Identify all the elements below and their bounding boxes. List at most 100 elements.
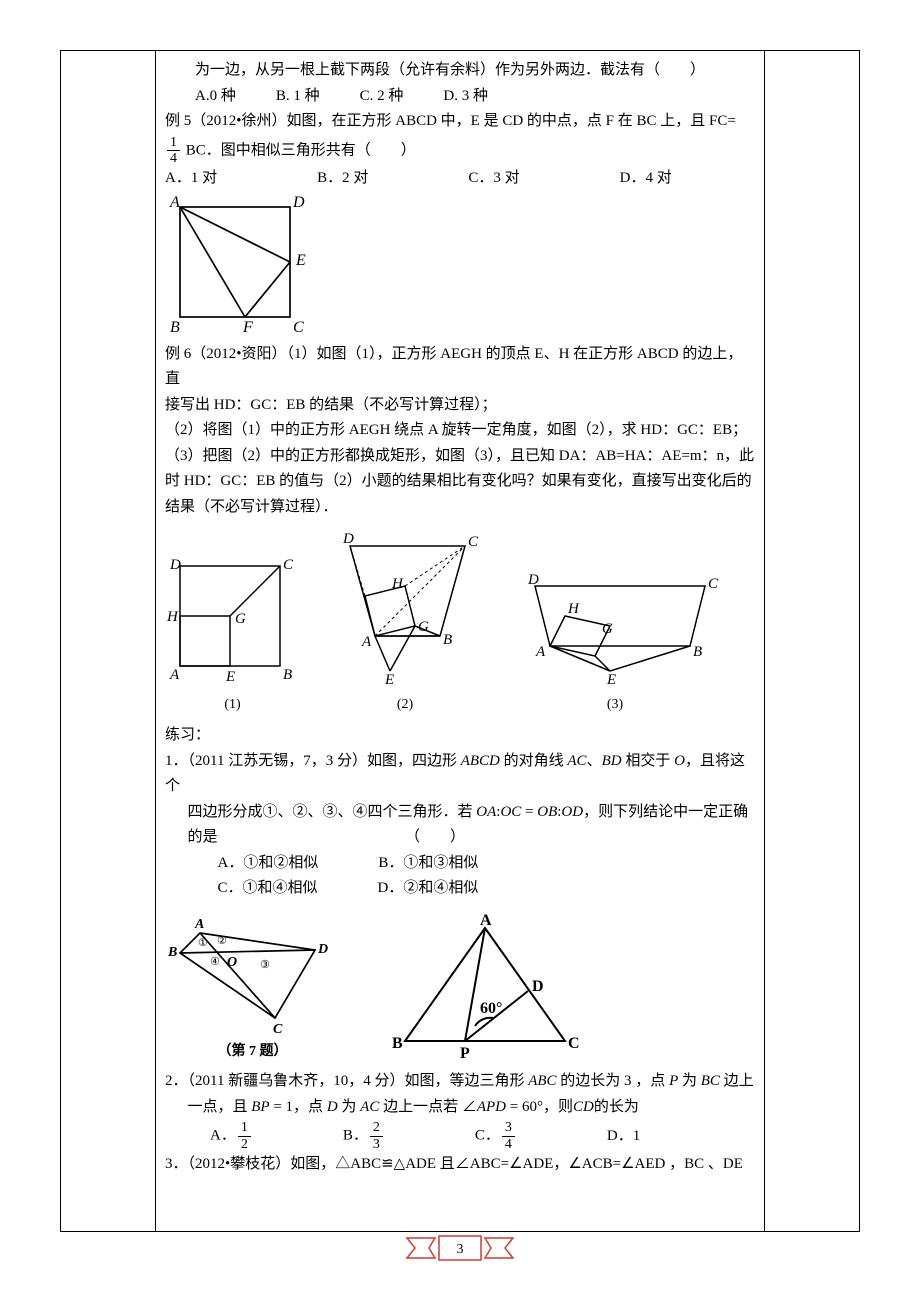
p2f-P: P xyxy=(460,1045,470,1062)
ex5-opt-b: B．2 对 xyxy=(317,166,368,192)
p2f-D: D xyxy=(532,978,544,995)
p2-opt-c-lbl: C． xyxy=(475,1128,500,1144)
p1-l1e: 、 xyxy=(587,753,602,769)
ex6-fig3: D C H G A B E xyxy=(510,561,720,691)
ex6-fig2-wrap: D C H G A B E (2) xyxy=(320,526,490,717)
f2-H: H xyxy=(391,576,404,592)
ex6-l1: 例 6（2012•资阳）（1）如图（1），正方形 AEGH 的顶点 E、H 在正… xyxy=(165,342,755,393)
p2-l2i: = 60°，则 xyxy=(506,1099,573,1115)
p2-l2d: D xyxy=(327,1099,338,1115)
page-content: 为一边，从另一根上截下两段（允许有余料）作为另外两边．截法有（ ） A.0 种 … xyxy=(165,58,755,1222)
p2ob-n: 2 xyxy=(370,1120,383,1136)
p2f-ang: 60° xyxy=(480,1000,502,1017)
p2-l2e: 为 xyxy=(338,1099,361,1115)
f3-B: B xyxy=(693,644,702,660)
cont-opt-c: C. 2 种 xyxy=(360,84,404,110)
p1f-D: D xyxy=(317,942,328,957)
p2-l1: 2．（2011 新疆乌鲁木齐，10，4 分）如图，等边三角形 ABC 的边长为 … xyxy=(165,1069,755,1095)
ex5-lbl-a: A xyxy=(169,194,180,211)
p1f-2: ② xyxy=(217,935,227,947)
f1-G: G xyxy=(235,611,246,627)
f2-B: B xyxy=(443,632,452,648)
p1-l1g: 相交于 xyxy=(622,753,675,769)
ex5-opt-c: C．3 对 xyxy=(468,166,519,192)
ex6-l6: 结果（不必写计算过程）． xyxy=(165,495,755,521)
p1-opt-a: A．①和②相似 xyxy=(218,851,319,877)
ex6-l3: （2）将图（1）中的正方形 AEGH 绕点 A 旋转一定角度，如图（2），求 H… xyxy=(165,418,755,444)
p1-l1h: O xyxy=(674,753,685,769)
p2-l1c: 的边长为 3 ，点 xyxy=(557,1073,670,1089)
p2-fig: A B C D P 60° xyxy=(380,913,590,1063)
f2-A: A xyxy=(361,634,372,650)
f1-E: E xyxy=(225,669,235,685)
p1-l1f: BD xyxy=(602,753,622,769)
f2-C: C xyxy=(468,534,479,550)
ex5-opts: A．1 对 B．2 对 C．3 对 D．4 对 xyxy=(165,166,755,192)
cont-opt-b: B. 1 种 xyxy=(276,84,320,110)
p2-l2c: = 1，点 xyxy=(270,1099,327,1115)
p3-line: 3．（2012•攀枝花）如图，△ABC≌△ADE 且∠ABC=∠ADE，∠ACB… xyxy=(165,1152,755,1178)
f2-G: G xyxy=(418,619,429,635)
p2ob-d: 3 xyxy=(370,1137,383,1152)
ex5-text2: BC．图中相似三角形共有（ ） xyxy=(186,142,416,158)
p1f-B: B xyxy=(167,945,177,960)
p1-l1c: 的对角线 xyxy=(500,753,568,769)
p1-l1d: AC xyxy=(567,753,586,769)
ex5-l2: 1 4 BC．图中相似三角形共有（ ） xyxy=(165,135,755,167)
p2f-B: B xyxy=(392,1035,403,1052)
p1f-3: ③ xyxy=(260,959,270,971)
f3-E: E xyxy=(606,672,616,688)
ex6-fig2: D C H G A B E xyxy=(320,526,490,691)
ex6-cap1: (1) xyxy=(165,693,300,717)
f1-C: C xyxy=(283,557,294,573)
p2oc-n: 3 xyxy=(502,1120,515,1136)
f2-D: D xyxy=(342,531,354,547)
ex5-l1: 例 5（2012•徐州）如图，在正方形 ABCD 中，E 是 CD 的中点，点 … xyxy=(165,109,755,135)
p1-opt-b: B．①和③相似 xyxy=(378,851,478,877)
f1-A: A xyxy=(169,667,180,683)
p2-l1a: 2．（2011 新疆乌鲁木齐，10，4 分）如图，等边三角形 xyxy=(165,1073,528,1089)
ex5-figure: A D E C F B xyxy=(165,192,315,342)
ex5-lbl-c: C xyxy=(293,319,304,336)
p2oa-d: 2 xyxy=(238,1137,251,1152)
ex6-figrow: D C H G A E B (1) xyxy=(165,526,755,717)
p1-l2d: OC xyxy=(500,804,521,820)
ex5-opt-d: D．4 对 xyxy=(620,166,672,192)
p2-opt-b-lbl: B． xyxy=(343,1128,368,1144)
ex5-frac-num: 1 xyxy=(167,135,180,151)
p1-l2e: = xyxy=(521,804,537,820)
p1-l2a: 四边形分成①、②、③、④四个三角形．若 xyxy=(188,804,477,820)
p2oc-d: 4 xyxy=(502,1137,515,1152)
p2-l2j: CD xyxy=(573,1099,594,1115)
p1-fig-wrap: A B C D O ① ② ③ ④ （第 7 题） xyxy=(165,908,340,1064)
p2-opt-a-lbl: A． xyxy=(210,1128,236,1144)
page-number-ribbon: 3 xyxy=(405,1234,515,1262)
f1-H: H xyxy=(166,609,179,625)
p2-l2a: 一点，且 xyxy=(188,1099,252,1115)
p1-l2h: OD xyxy=(561,804,583,820)
p1-l2b: OA xyxy=(476,804,496,820)
ex6-fig1: D C H G A E B xyxy=(165,551,300,691)
p2-l2k: 的长为 xyxy=(594,1099,639,1115)
p2-opt-c: C．34 xyxy=(475,1120,517,1152)
p1-l1: 1．（2011 江苏无锡，7，3 分）如图，四边形 ABCD 的对角线 AC、B… xyxy=(165,749,755,800)
p2-l2h: APD xyxy=(477,1099,506,1115)
p1-cap: （第 7 题） xyxy=(165,1040,340,1064)
p2-opt-a: A．12 xyxy=(210,1120,253,1152)
p2-opt-b: B．23 xyxy=(343,1120,385,1152)
p1-opt-c: C．①和④相似 xyxy=(218,876,318,902)
ex5-lbl-f: F xyxy=(242,319,253,336)
f1-D: D xyxy=(169,557,181,573)
p2-l1d: P xyxy=(669,1073,678,1089)
p1-opts-row1: A．①和②相似 B．①和③相似 xyxy=(165,851,755,877)
ex5-lbl-e: E xyxy=(295,252,306,269)
p1-l1a: 1．（2011 江苏无锡，7，3 分）如图，四边形 xyxy=(165,753,461,769)
p1-l2: 四边形分成①、②、③、④四个三角形．若 OA:OC = OB:OD，则下列结论中… xyxy=(165,800,755,826)
p2-l1f: BC xyxy=(701,1073,720,1089)
f3-H: H xyxy=(567,601,580,617)
f3-C: C xyxy=(708,576,719,592)
ex5-frac-den: 4 xyxy=(167,151,180,166)
p1-figrow: A B C D O ① ② ③ ④ （第 7 题） xyxy=(165,908,755,1064)
f2-E: E xyxy=(384,672,394,688)
p1-l2f: OB xyxy=(537,804,557,820)
